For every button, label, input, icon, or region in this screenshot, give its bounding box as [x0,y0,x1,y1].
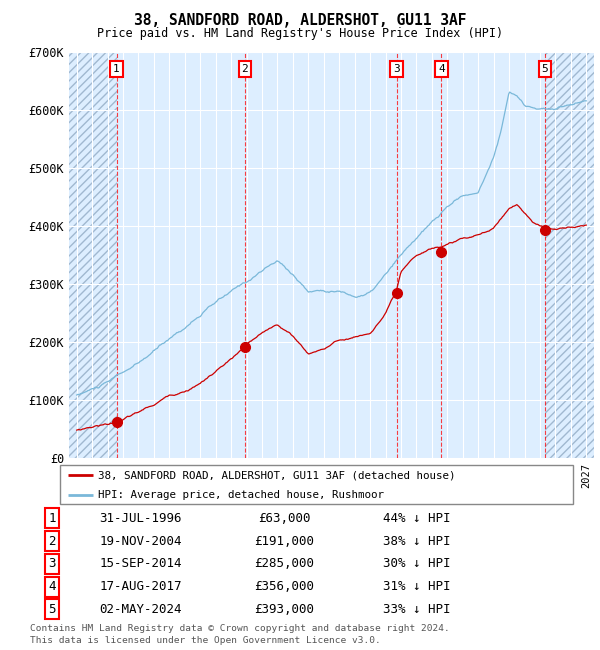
Text: 17-AUG-2017: 17-AUG-2017 [99,580,182,593]
Text: 1: 1 [113,64,120,74]
Text: 02-MAY-2024: 02-MAY-2024 [99,603,182,616]
Text: 4: 4 [438,64,445,74]
FancyBboxPatch shape [60,465,573,504]
Text: 5: 5 [542,64,548,74]
Text: £285,000: £285,000 [254,558,314,571]
Text: 44% ↓ HPI: 44% ↓ HPI [383,512,450,525]
Text: 5: 5 [49,603,56,616]
Text: 2: 2 [242,64,248,74]
Bar [69,52,116,458]
Text: 15-SEP-2014: 15-SEP-2014 [99,558,182,571]
Text: 19-NOV-2004: 19-NOV-2004 [99,534,182,547]
Text: 38, SANDFORD ROAD, ALDERSHOT, GU11 3AF: 38, SANDFORD ROAD, ALDERSHOT, GU11 3AF [134,13,466,28]
Text: £191,000: £191,000 [254,534,314,547]
Text: 38, SANDFORD ROAD, ALDERSHOT, GU11 3AF (detached house): 38, SANDFORD ROAD, ALDERSHOT, GU11 3AF (… [98,471,456,480]
Text: 33% ↓ HPI: 33% ↓ HPI [383,603,450,616]
Text: 1: 1 [49,512,56,525]
Text: £356,000: £356,000 [254,580,314,593]
Text: 3: 3 [393,64,400,74]
Bar [545,52,594,458]
Text: 31% ↓ HPI: 31% ↓ HPI [383,580,450,593]
Text: 4: 4 [49,580,56,593]
Text: Contains HM Land Registry data © Crown copyright and database right 2024.: Contains HM Land Registry data © Crown c… [30,624,450,633]
Text: £63,000: £63,000 [257,512,310,525]
Text: 31-JUL-1996: 31-JUL-1996 [99,512,182,525]
Text: 30% ↓ HPI: 30% ↓ HPI [383,558,450,571]
Text: 3: 3 [49,558,56,571]
Text: £393,000: £393,000 [254,603,314,616]
Text: 38% ↓ HPI: 38% ↓ HPI [383,534,450,547]
Text: Price paid vs. HM Land Registry's House Price Index (HPI): Price paid vs. HM Land Registry's House … [97,27,503,40]
Text: This data is licensed under the Open Government Licence v3.0.: This data is licensed under the Open Gov… [30,636,381,645]
Text: HPI: Average price, detached house, Rushmoor: HPI: Average price, detached house, Rush… [98,490,385,500]
Text: 2: 2 [49,534,56,547]
